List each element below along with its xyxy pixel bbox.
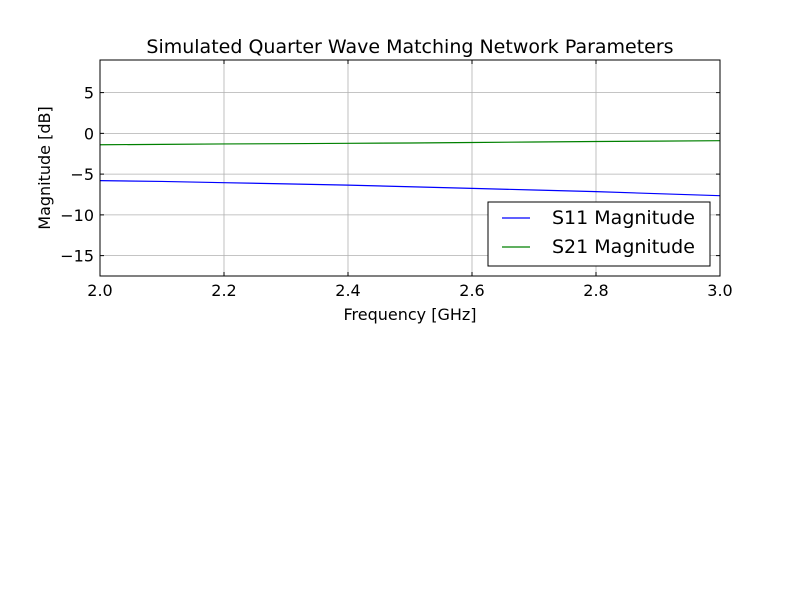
axis-ticks: 2.0 2.2 2.4 2.6 2.8 3.0 5 0 −5 −10 −15 — [60, 60, 733, 300]
y-tick-label: −15 — [60, 247, 94, 266]
y-tick-label: 5 — [84, 84, 94, 103]
series-line-2 — [99, 140, 721, 146]
x-axis-label: Frequency [GHz] — [343, 305, 476, 324]
y-axis-label: Magnitude [dB] — [35, 106, 54, 229]
plot-frame — [99, 59, 721, 277]
legend-label-2: S21 Magnitude — [552, 236, 695, 258]
chart-title: Simulated Quarter Wave Matching Network … — [146, 36, 673, 58]
x-tick-label: 2.4 — [335, 281, 360, 300]
y-tick-label: 0 — [84, 124, 94, 143]
y-tick-label: −10 — [60, 206, 94, 225]
x-tick-label: 3.0 — [707, 281, 732, 300]
x-tick-label: 2.6 — [459, 281, 484, 300]
series-line-1 — [99, 180, 721, 197]
legend-box — [487, 201, 711, 267]
x-tick-label: 2.8 — [583, 281, 608, 300]
y-tick-label: −5 — [70, 165, 94, 184]
series-lines — [99, 140, 721, 197]
x-tick-label: 2.0 — [87, 281, 112, 300]
legend: S11 Magnitude S21 Magnitude — [487, 201, 711, 267]
legend-label-1: S11 Magnitude — [552, 207, 695, 229]
x-tick-label: 2.2 — [211, 281, 236, 300]
